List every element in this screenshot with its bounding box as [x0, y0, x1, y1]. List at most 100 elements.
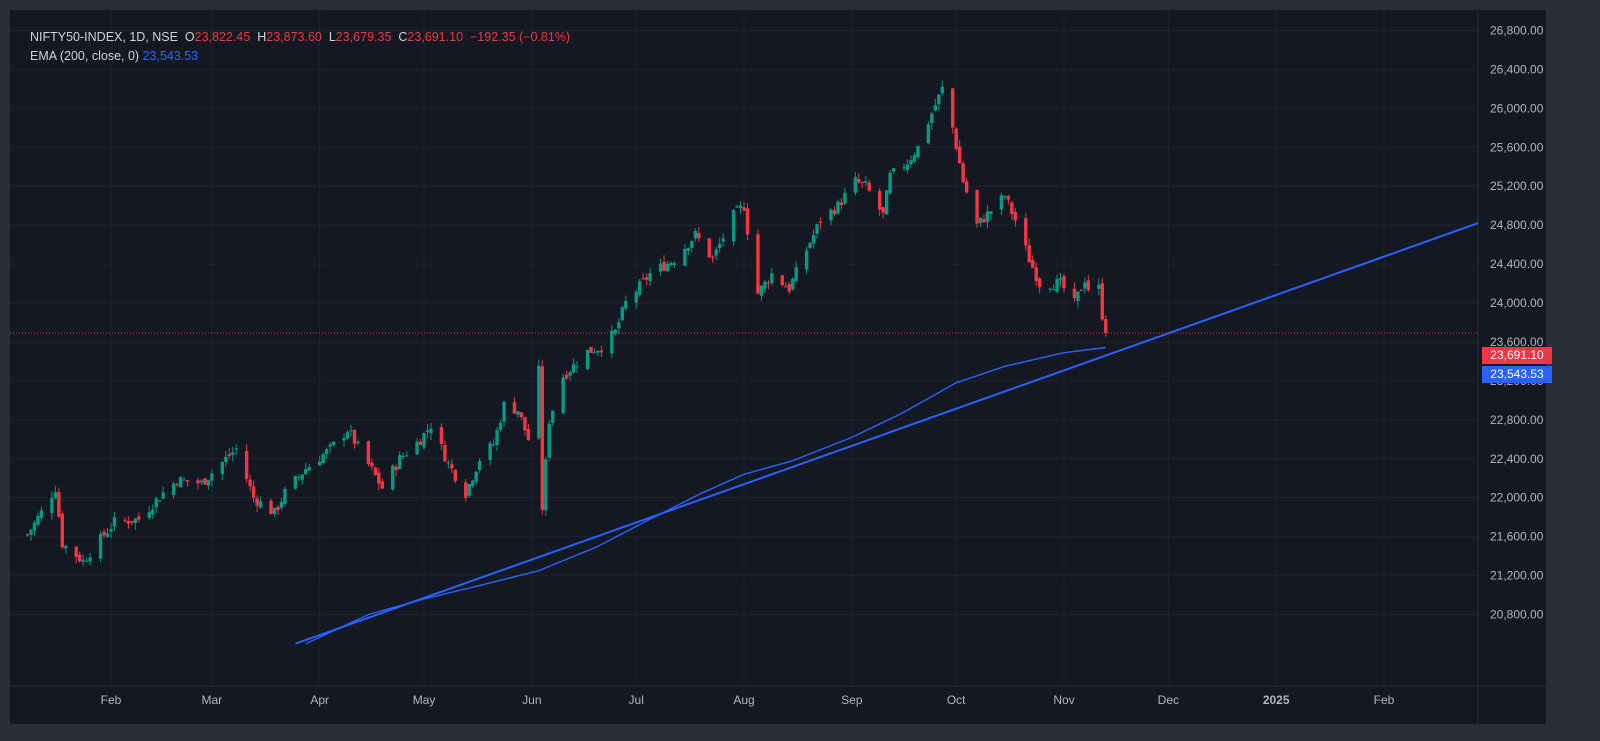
candle-body — [881, 207, 885, 213]
ema-label[interactable]: EMA (200, close, 0) — [30, 49, 140, 63]
x-tick-label: Apr — [310, 693, 329, 707]
candle-body — [690, 240, 694, 248]
candle-body — [620, 307, 624, 321]
candle-body — [64, 545, 68, 549]
candle-body — [210, 473, 214, 481]
candle-body — [888, 173, 892, 194]
candle-body — [224, 456, 228, 462]
y-tick-label: 21,200.00 — [1490, 569, 1544, 583]
candle-body — [766, 282, 771, 284]
candle-body — [105, 533, 110, 537]
x-tick-label: Oct — [947, 693, 966, 707]
x-tick-label: Jun — [522, 693, 541, 707]
candle-body — [940, 86, 944, 94]
candle-body — [199, 480, 204, 483]
symbol-label[interactable]: NIFTY50-INDEX, 1D, NSE — [30, 30, 178, 44]
candle-body — [401, 455, 405, 458]
candle-body — [978, 217, 983, 223]
candle-body — [380, 481, 384, 489]
y-tick-label: 24,400.00 — [1490, 257, 1544, 271]
candle-body — [1006, 195, 1011, 200]
candle-body — [544, 459, 548, 511]
open-value: 23,822.45 — [194, 30, 251, 44]
candle-body — [791, 278, 795, 290]
candle-body — [429, 428, 433, 434]
candle-body — [1027, 245, 1031, 263]
candle-body — [356, 441, 360, 444]
candle-body — [624, 301, 628, 309]
candle-body — [394, 466, 398, 470]
y-tick-label: 23,600.00 — [1490, 335, 1544, 349]
candle-body — [283, 488, 287, 504]
candle-body — [415, 441, 419, 455]
candle-body — [244, 450, 249, 479]
candle-body — [477, 460, 482, 470]
candle-body — [151, 509, 155, 515]
candle-body — [373, 467, 378, 475]
y-tick-label: 26,000.00 — [1490, 101, 1544, 115]
candle-body — [370, 462, 374, 467]
y-tick-label: 22,800.00 — [1490, 413, 1544, 427]
candle-body — [307, 466, 311, 471]
candle-body — [1072, 288, 1077, 299]
candle-body — [488, 443, 492, 460]
candle-body — [102, 531, 106, 536]
x-tick-label: Dec — [1158, 693, 1179, 707]
candle-body — [234, 448, 238, 450]
candle-body — [951, 88, 955, 128]
candle-body — [884, 190, 889, 215]
y-tick-label: 22,000.00 — [1490, 491, 1544, 505]
candle-body — [60, 513, 65, 548]
candle-body — [1037, 278, 1042, 288]
candle-body — [203, 478, 207, 485]
trendline — [295, 222, 1479, 645]
candle-body — [258, 501, 263, 508]
candle-body — [251, 486, 256, 498]
candle-body — [707, 238, 711, 258]
high-label: H — [257, 30, 267, 44]
candle-body — [255, 498, 259, 506]
ohlc-legend: NIFTY50-INDEX, 1D, NSE O23,822.45 H23,87… — [30, 30, 570, 44]
candle-body — [662, 261, 666, 271]
candle-body — [491, 444, 496, 446]
y-tick-label: 25,200.00 — [1490, 179, 1544, 193]
y-tick-label: 26,800.00 — [1490, 24, 1544, 38]
candle-body — [1086, 280, 1091, 291]
candle-body — [759, 285, 764, 296]
candle-body — [877, 191, 882, 210]
candle-body — [561, 377, 565, 414]
candle-body — [547, 423, 551, 458]
candle-body — [349, 430, 353, 432]
candle-body — [147, 512, 151, 518]
y-tick-label: 22,400.00 — [1490, 452, 1544, 466]
candle-body — [867, 182, 871, 191]
candle-body — [418, 441, 423, 446]
candle-body — [540, 366, 544, 510]
candle-body — [293, 476, 298, 489]
candle-body — [832, 210, 837, 215]
candle-body — [321, 454, 325, 464]
candle-body — [836, 201, 840, 214]
candle-body — [613, 329, 618, 334]
candle-body — [422, 433, 426, 448]
candle-body — [133, 518, 138, 524]
candle-body — [1024, 218, 1028, 246]
candle-body — [328, 444, 332, 447]
candle-body — [954, 128, 958, 149]
candle-body — [352, 429, 357, 444]
candle-body — [589, 346, 593, 353]
candle-body — [763, 281, 767, 289]
candle-body — [519, 412, 524, 418]
candle-body — [1051, 289, 1056, 291]
candle-body — [912, 155, 917, 162]
candle-body — [989, 211, 993, 214]
chart-canvas[interactable]: 20,800.00 21,200.00 21,600.00 22,000.00 22,4… — [10, 10, 1546, 724]
candle-body — [804, 250, 809, 270]
candle-body — [467, 483, 471, 496]
candle-body — [961, 163, 965, 183]
candle-body — [1055, 279, 1059, 292]
candle-body — [784, 286, 788, 288]
candle-body — [860, 182, 864, 184]
candle-body — [930, 113, 934, 124]
candle-body — [717, 243, 722, 248]
